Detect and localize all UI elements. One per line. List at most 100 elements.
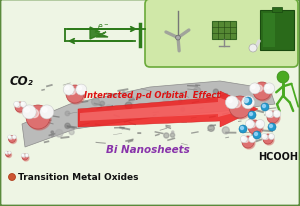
Circle shape <box>256 87 262 94</box>
Circle shape <box>242 96 255 109</box>
Text: Transition Metal Oxides: Transition Metal Oxides <box>18 173 139 182</box>
Circle shape <box>264 83 275 94</box>
Circle shape <box>238 115 243 119</box>
Circle shape <box>172 131 174 133</box>
Circle shape <box>8 136 10 138</box>
Circle shape <box>106 105 112 111</box>
Circle shape <box>249 121 263 135</box>
Circle shape <box>9 152 10 153</box>
Circle shape <box>67 87 85 104</box>
Circle shape <box>242 136 254 148</box>
Circle shape <box>263 134 273 144</box>
FancyBboxPatch shape <box>260 11 294 51</box>
Circle shape <box>228 99 232 103</box>
FancyBboxPatch shape <box>263 14 275 48</box>
Circle shape <box>92 98 100 106</box>
Circle shape <box>244 97 252 105</box>
Text: $e^-$: $e^-$ <box>97 22 109 32</box>
Circle shape <box>269 114 273 118</box>
Circle shape <box>262 135 265 137</box>
Circle shape <box>69 89 76 95</box>
Circle shape <box>222 127 229 134</box>
Circle shape <box>8 135 12 139</box>
Circle shape <box>5 151 8 154</box>
Circle shape <box>23 155 25 157</box>
Text: Interacted p-d Orbital  Effect: Interacted p-d Orbital Effect <box>84 91 220 99</box>
Circle shape <box>181 108 184 112</box>
Circle shape <box>26 105 50 129</box>
Circle shape <box>10 137 12 139</box>
Circle shape <box>6 153 8 154</box>
Circle shape <box>242 137 244 140</box>
Circle shape <box>15 103 25 112</box>
Circle shape <box>40 105 54 119</box>
Circle shape <box>240 136 247 143</box>
Circle shape <box>12 135 16 139</box>
Circle shape <box>10 137 16 144</box>
Circle shape <box>100 102 104 106</box>
Circle shape <box>5 152 10 157</box>
Circle shape <box>30 110 39 118</box>
Polygon shape <box>78 91 258 127</box>
Circle shape <box>268 112 280 124</box>
Circle shape <box>20 102 26 108</box>
Polygon shape <box>80 97 248 121</box>
Circle shape <box>274 112 277 114</box>
Circle shape <box>268 134 274 140</box>
Circle shape <box>56 130 63 137</box>
Circle shape <box>229 97 251 118</box>
Circle shape <box>23 155 29 161</box>
Circle shape <box>208 125 214 132</box>
Circle shape <box>8 174 16 181</box>
Circle shape <box>253 83 271 101</box>
Circle shape <box>273 110 281 118</box>
Text: CO₂: CO₂ <box>10 75 34 88</box>
Circle shape <box>79 111 82 115</box>
Circle shape <box>243 137 255 149</box>
Circle shape <box>8 151 11 154</box>
Circle shape <box>250 123 255 128</box>
Circle shape <box>239 125 247 133</box>
Circle shape <box>261 103 269 111</box>
Circle shape <box>5 152 6 153</box>
Circle shape <box>269 125 272 128</box>
Circle shape <box>130 97 133 101</box>
Circle shape <box>22 154 28 160</box>
Circle shape <box>164 133 169 138</box>
Circle shape <box>256 86 262 92</box>
Circle shape <box>51 110 54 112</box>
Circle shape <box>51 135 54 137</box>
Circle shape <box>130 101 133 104</box>
Circle shape <box>277 72 289 84</box>
Circle shape <box>265 110 273 118</box>
Circle shape <box>69 130 74 135</box>
Circle shape <box>248 121 262 134</box>
Circle shape <box>265 136 268 140</box>
Circle shape <box>254 133 257 136</box>
Circle shape <box>249 88 254 93</box>
Circle shape <box>264 135 274 145</box>
Circle shape <box>254 84 272 102</box>
Circle shape <box>162 94 170 102</box>
Circle shape <box>66 85 84 103</box>
Circle shape <box>262 105 266 108</box>
Circle shape <box>250 113 253 116</box>
Circle shape <box>176 36 180 41</box>
Circle shape <box>241 127 244 130</box>
Circle shape <box>251 85 255 89</box>
Circle shape <box>253 131 261 139</box>
Circle shape <box>21 103 23 105</box>
Circle shape <box>63 85 74 96</box>
Circle shape <box>225 96 239 109</box>
Circle shape <box>8 136 16 143</box>
Circle shape <box>244 99 248 103</box>
Circle shape <box>194 88 201 95</box>
Circle shape <box>249 83 260 94</box>
Circle shape <box>256 120 265 129</box>
Polygon shape <box>90 28 108 40</box>
Text: Bi Nanosheets: Bi Nanosheets <box>106 144 190 154</box>
Circle shape <box>7 153 11 158</box>
Text: HCOOH: HCOOH <box>258 151 298 161</box>
Circle shape <box>16 103 26 114</box>
Circle shape <box>13 136 14 138</box>
